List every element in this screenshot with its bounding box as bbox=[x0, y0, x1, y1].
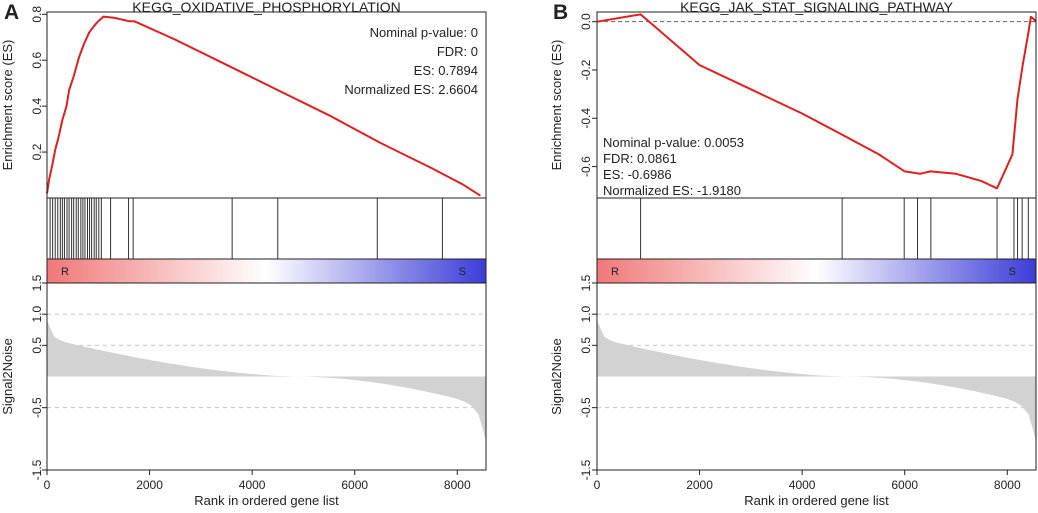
x-axis-label: Rank in ordered gene list bbox=[194, 493, 339, 508]
x-tick-label: 8000 bbox=[994, 478, 1021, 492]
stat-line: FDR: 0 bbox=[437, 44, 478, 59]
es-y-axis-label: Enrichment score (ES) bbox=[0, 40, 15, 171]
x-tick-label: 2000 bbox=[686, 478, 713, 492]
stat-line: Nominal p-value: 0 bbox=[370, 25, 478, 40]
x-tick-label: 6000 bbox=[891, 478, 918, 492]
x-tick-label: 0 bbox=[594, 478, 601, 492]
es-y-tick-label: -0.4 bbox=[579, 108, 593, 129]
metric-y-tick-label: 1.5 bbox=[30, 274, 44, 291]
stat-line: Normalized ES: 2.6604 bbox=[344, 82, 478, 97]
x-tick-label: 4000 bbox=[789, 478, 816, 492]
metric-y-tick-label: -1.5 bbox=[579, 459, 593, 480]
es-y-tick-label: 0.0 bbox=[579, 13, 593, 30]
metric-y-tick-label: 0.5 bbox=[30, 337, 44, 354]
metric-y-tick-label: 0.5 bbox=[579, 337, 593, 354]
bar-label-r: R bbox=[61, 266, 69, 278]
panel-letter: A bbox=[4, 1, 19, 24]
stat-line: FDR: 0.0861 bbox=[603, 151, 677, 166]
metric-y-tick-label: -1.5 bbox=[30, 459, 44, 480]
panel-a: A KEGG_OXIDATIVE_PHOSPHORYLATION 0.2 0.4 0.6… bbox=[0, 0, 487, 508]
bar-label-s: S bbox=[459, 266, 466, 278]
es-y-tick-label: 0.8 bbox=[30, 6, 44, 23]
ranked-metric-area bbox=[47, 320, 486, 441]
x-tick-label: 2000 bbox=[136, 478, 163, 492]
x-tick-label: 0 bbox=[44, 478, 51, 492]
stat-line: ES: -0.6986 bbox=[603, 167, 672, 182]
stat-line: ES: 0.7894 bbox=[414, 63, 478, 78]
metric-y-tick-label: 1.5 bbox=[579, 274, 593, 291]
es-y-tick-label: 0.4 bbox=[30, 97, 44, 114]
x-tick-label: 4000 bbox=[239, 478, 266, 492]
metric-y-tick-label: -0.5 bbox=[30, 397, 44, 418]
metric-y-tick-label: 1.0 bbox=[30, 306, 44, 323]
metric-y-axis-label: Signal2Noise bbox=[549, 338, 564, 415]
stats-box: Nominal p-value: 0 FDR: 0 ES: 0.7894 Normal… bbox=[344, 25, 478, 97]
panel-b: B KEGG_JAK_STAT_SIGNALING_PATHWAY 0.0 -0.2 -… bbox=[549, 0, 1037, 508]
x-axis-label: Rank in ordered gene list bbox=[744, 493, 889, 508]
metric-y-axis-label: Signal2Noise bbox=[0, 338, 15, 415]
stat-line: Nominal p-value: 0.0053 bbox=[603, 135, 744, 150]
plot-frame bbox=[46, 11, 487, 471]
x-tick-label: 8000 bbox=[444, 478, 471, 492]
plot-frame bbox=[596, 11, 1037, 471]
chart-title: KEGG_OXIDATIVE_PHOSPHORYLATION bbox=[132, 0, 400, 15]
es-y-tick-label: -0.2 bbox=[579, 59, 593, 80]
metric-y-tick-label: -0.5 bbox=[579, 397, 593, 418]
es-y-tick-label: 0.2 bbox=[30, 143, 44, 160]
es-y-axis-label: Enrichment score (ES) bbox=[549, 40, 564, 171]
x-tick-label: 6000 bbox=[341, 478, 368, 492]
bar-label-s: S bbox=[1009, 266, 1016, 278]
rank-gradient-bar bbox=[47, 259, 486, 283]
es-curve bbox=[596, 13, 1037, 190]
chart-title: KEGG_JAK_STAT_SIGNALING_PATHWAY bbox=[680, 0, 953, 15]
ranked-metric-area bbox=[597, 320, 1036, 441]
metric-y-tick-label: 1.0 bbox=[579, 306, 593, 323]
stat-line: Normalized ES: -1.9180 bbox=[603, 183, 741, 198]
bar-label-r: R bbox=[611, 266, 619, 278]
es-y-tick-label: 0.6 bbox=[30, 52, 44, 69]
es-y-tick-label: -0.6 bbox=[579, 156, 593, 177]
panel-letter: B bbox=[553, 1, 568, 24]
es-curve bbox=[46, 15, 481, 197]
rank-gradient-bar bbox=[597, 259, 1036, 283]
